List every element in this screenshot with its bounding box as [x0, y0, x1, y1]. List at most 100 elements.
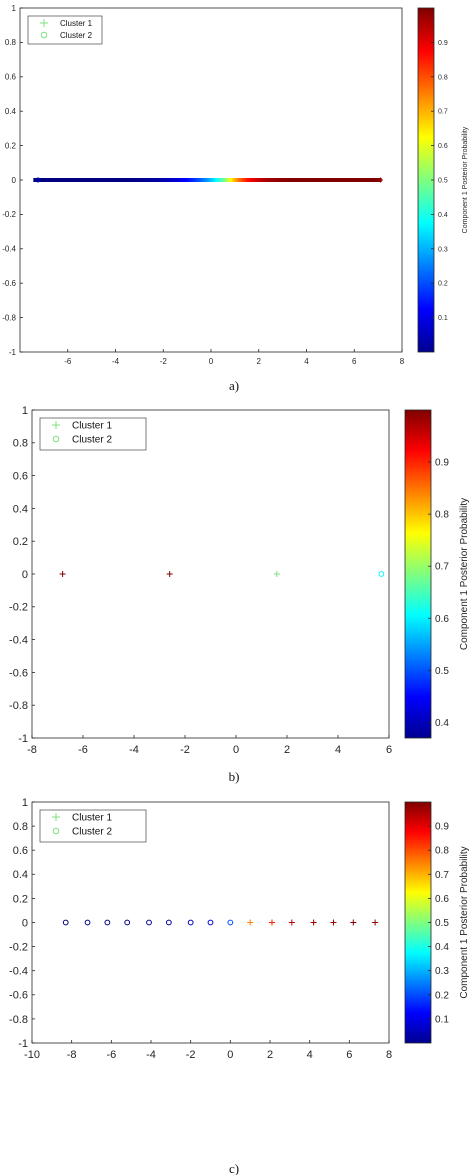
- y-tick-label: 0.2: [13, 893, 28, 905]
- data-point: [56, 178, 59, 182]
- data-point: [342, 178, 346, 182]
- data-point: [248, 178, 251, 182]
- x-tick-label: -4: [129, 744, 139, 756]
- data-point: [63, 178, 66, 182]
- colorbar-tick-label: 0.7: [435, 562, 449, 573]
- y-tick-label: 0.6: [5, 73, 17, 82]
- data-point: [224, 178, 227, 182]
- y-tick-label: -0.2: [2, 210, 16, 219]
- data-point: [350, 919, 357, 926]
- data-point: [238, 178, 241, 182]
- data-point: [187, 178, 191, 182]
- data-point: [253, 178, 256, 182]
- data-point: [207, 178, 210, 182]
- data-point: [57, 178, 60, 182]
- data-point: [107, 178, 110, 182]
- data-point: [81, 178, 85, 182]
- y-tick-label: 0.6: [13, 845, 28, 857]
- data-point: [326, 178, 329, 182]
- data-point: [239, 178, 242, 182]
- x-tick-label: 4: [304, 357, 309, 366]
- data-point: [109, 178, 112, 182]
- y-tick-label: 0.2: [13, 536, 28, 548]
- colorbar-tick-label: 0.8: [435, 510, 449, 521]
- data-point: [216, 178, 219, 182]
- data-point: [87, 178, 91, 182]
- data-point: [207, 919, 214, 926]
- data-point: [134, 178, 138, 182]
- data-point: [121, 178, 124, 182]
- y-tick-label: -1: [9, 348, 17, 357]
- data-point: [86, 178, 89, 182]
- x-tick-label: 8: [386, 1049, 392, 1061]
- data-point: [204, 178, 207, 182]
- data-point: [311, 178, 314, 182]
- data-point: [40, 178, 44, 182]
- data-point: [37, 178, 41, 182]
- colorbar-tick-label: 0.8: [435, 846, 449, 857]
- y-tick-label: 0.8: [13, 821, 28, 833]
- data-point: [251, 178, 254, 182]
- legend-entry: Cluster 2: [60, 31, 93, 40]
- data-point: [104, 178, 107, 182]
- data-point: [206, 178, 209, 182]
- data-point: [151, 178, 154, 182]
- y-tick-label: 0.8: [13, 438, 28, 450]
- data-point: [157, 178, 160, 182]
- data-point: [227, 919, 234, 926]
- data-point: [358, 178, 361, 182]
- data-point: [66, 178, 69, 182]
- colorbar-tick-label: 0.1: [435, 1014, 449, 1025]
- x-tick-label: 0: [233, 744, 239, 756]
- data-point: [274, 178, 277, 182]
- x-tick-label: -2: [186, 1049, 196, 1061]
- x-tick-label: -6: [64, 357, 72, 366]
- y-tick-label: 0.8: [5, 38, 17, 47]
- data-point: [286, 178, 289, 182]
- data-point: [48, 178, 51, 182]
- data-point: [125, 178, 128, 182]
- y-tick-label: -0.8: [9, 1014, 28, 1026]
- data-point: [282, 178, 285, 182]
- data-point: [373, 178, 376, 182]
- colorbar-tick-label: 0.4: [435, 718, 449, 729]
- x-tick-label: -6: [78, 744, 88, 756]
- data-point: [378, 571, 385, 577]
- data-point: [288, 919, 295, 926]
- chart-2: -8 -6 -4 -2 0 2 4 6 -1 -0.8 -0.6 -0.4 -0.2 0 0.2 0.4 0.6…: [9, 405, 470, 784]
- data-point: [378, 177, 384, 183]
- data-point: [330, 178, 334, 182]
- data-point: [335, 178, 338, 182]
- data-point: [174, 178, 177, 182]
- y-tick-label: 0.6: [13, 470, 28, 482]
- x-tick-label: 6: [386, 744, 392, 756]
- data-point: [222, 178, 226, 182]
- data-point: [147, 178, 150, 182]
- colorbar-tick-label: 0.4: [438, 212, 448, 219]
- data-point: [298, 178, 302, 182]
- data-point: [315, 178, 318, 182]
- data-point: [187, 919, 194, 926]
- data-point: [310, 919, 317, 926]
- legend-box: [27, 15, 103, 45]
- data-point: [77, 178, 80, 182]
- data-point: [78, 178, 82, 182]
- data-point: [247, 178, 250, 182]
- legend-plus-icon: [52, 421, 60, 429]
- data-point: [153, 178, 156, 182]
- x-tick-label: 4: [335, 744, 341, 756]
- data-point: [318, 178, 321, 182]
- data-point: [365, 178, 369, 182]
- data-point: [218, 178, 221, 182]
- data-point: [128, 178, 132, 182]
- data-point: [209, 178, 212, 182]
- data-point: [350, 178, 353, 182]
- colorbar-tick-label: 0.7: [438, 109, 448, 116]
- data-point: [143, 178, 147, 182]
- data-point: [69, 178, 72, 182]
- colorbar-tick-label: 0.6: [435, 894, 449, 905]
- data-point: [162, 178, 165, 182]
- y-tick-label: -0.4: [9, 966, 28, 978]
- data-point: [254, 178, 257, 182]
